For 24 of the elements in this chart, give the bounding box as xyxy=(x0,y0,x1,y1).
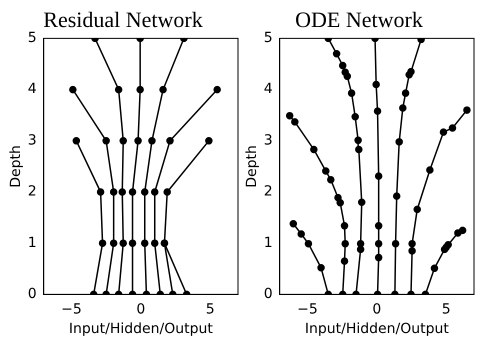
x-axis-title: Input/Hidden/Output xyxy=(304,321,450,338)
y-tick-label: 3 xyxy=(28,132,37,148)
y-tick-label: 2 xyxy=(264,184,273,200)
y-tick-label: 3 xyxy=(264,132,273,148)
chart-title: ODE Network xyxy=(295,6,423,32)
x-tick-label: 0 xyxy=(372,301,382,318)
chart-title: Residual Network xyxy=(43,6,203,32)
y-axis-title: Depth xyxy=(244,145,260,188)
y-tick-label: 1 xyxy=(264,234,273,251)
x-tick-label: 5 xyxy=(206,301,215,318)
y-tick-label: 5 xyxy=(28,30,37,46)
y-tick-label: 2 xyxy=(28,184,37,200)
y-tick-label: 4 xyxy=(264,81,273,98)
x-tick-label: 0 xyxy=(136,301,146,318)
x-tick-label: −5 xyxy=(61,301,82,318)
y-axis-title: Depth xyxy=(8,145,24,188)
y-tick-label: 4 xyxy=(28,81,37,98)
y-tick-label: 1 xyxy=(28,234,37,251)
y-tick-label: 0 xyxy=(28,286,37,302)
y-tick-label: 0 xyxy=(264,286,273,302)
x-tick-label: 5 xyxy=(442,301,451,318)
x-tick-label: −5 xyxy=(297,301,318,318)
y-tick-label: 5 xyxy=(264,30,273,46)
x-axis-title: Input/Hidden/Output xyxy=(68,321,214,338)
